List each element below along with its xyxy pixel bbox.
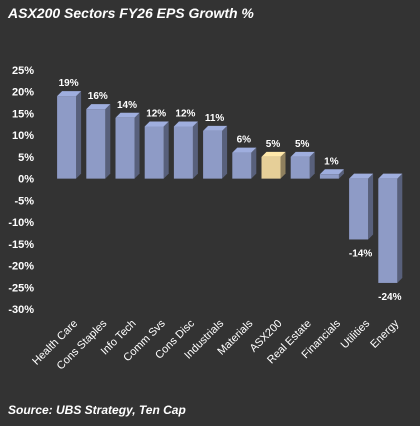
bar-top <box>86 104 111 110</box>
chart-source: Source: UBS Strategy, Ten Cap <box>8 403 186 417</box>
y-tick-label: -15% <box>8 239 34 251</box>
bar-side <box>163 121 169 179</box>
data-label: -14% <box>349 248 372 259</box>
y-tick-label: -20% <box>8 261 34 273</box>
bar-top <box>173 121 198 127</box>
bar-side <box>76 91 82 179</box>
bar-side <box>338 169 344 179</box>
bar-side <box>251 147 257 179</box>
bar-top <box>319 169 344 175</box>
category-label: Energy <box>368 317 401 350</box>
chart-title: ASX200 Sectors FY26 EPS Growth % <box>8 5 254 21</box>
bar-side <box>192 121 198 179</box>
y-tick-label: 20% <box>12 87 34 99</box>
bar-top <box>203 125 228 131</box>
bar-top <box>378 173 403 179</box>
data-label: 6% <box>237 135 252 146</box>
bar-side <box>105 104 111 179</box>
bar <box>173 126 193 179</box>
bar-side <box>397 173 403 283</box>
data-label: 5% <box>295 139 310 150</box>
bar-side <box>222 125 228 179</box>
bar <box>261 156 281 179</box>
y-tick-label: 25% <box>12 65 34 77</box>
data-label: 1% <box>324 156 339 167</box>
bar-side <box>134 112 140 179</box>
data-label: -24% <box>378 292 401 303</box>
bar <box>86 109 106 179</box>
y-tick-label: 10% <box>12 130 34 142</box>
data-label: 19% <box>59 78 79 89</box>
y-tick-label: 0% <box>18 174 34 186</box>
y-tick-label: 5% <box>18 152 34 164</box>
data-label: 12% <box>146 108 166 119</box>
bar-top <box>290 151 315 157</box>
bar-top <box>232 147 257 153</box>
y-tick-label: -10% <box>8 217 34 229</box>
y-tick-label: -25% <box>8 282 34 294</box>
bar-top <box>115 112 140 118</box>
bar <box>232 152 252 179</box>
bar-top <box>349 173 374 179</box>
y-tick-label: -30% <box>8 304 34 316</box>
bar-top <box>144 121 169 127</box>
data-label: 12% <box>175 108 195 119</box>
bar <box>290 156 310 179</box>
bar <box>203 130 223 179</box>
data-label: 14% <box>117 100 137 111</box>
category-label: Utilities <box>339 317 373 351</box>
bar <box>349 178 369 240</box>
bar-side <box>368 173 374 240</box>
bar <box>319 174 339 179</box>
bar <box>57 96 77 179</box>
bar-top <box>261 151 286 157</box>
y-tick-label: -5% <box>14 195 34 207</box>
bar-top <box>57 91 82 97</box>
data-label: 5% <box>266 139 281 150</box>
data-label: 11% <box>205 113 225 124</box>
y-tick-label: 15% <box>12 108 34 120</box>
bar <box>378 178 398 283</box>
bar-side <box>309 151 315 179</box>
bar <box>144 126 164 179</box>
bar <box>115 117 135 179</box>
bar-side <box>280 151 286 179</box>
data-label: 16% <box>88 91 108 102</box>
